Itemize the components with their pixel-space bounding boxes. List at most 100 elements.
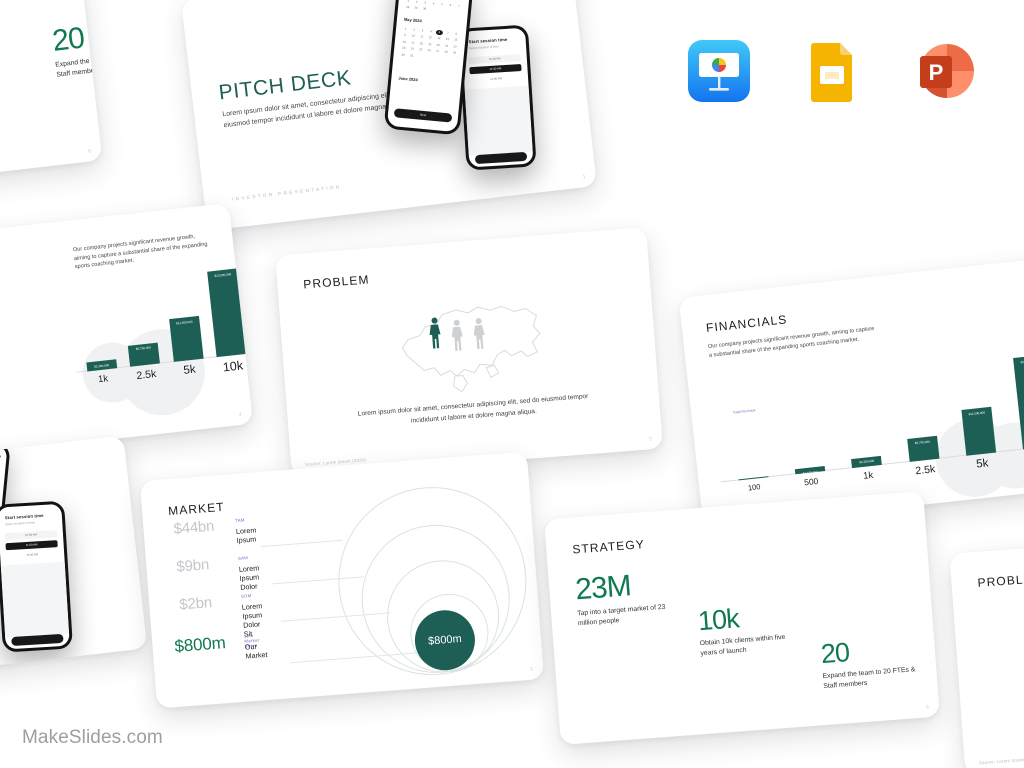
chart-x-label: 5k: [182, 363, 197, 377]
chart-x-label: 100: [747, 482, 761, 493]
phone-back-heading: Start session time: [468, 36, 508, 45]
chart-x-label: 500: [803, 475, 819, 488]
strategy-kpi-caption: Tap into a target market of 23 million p…: [576, 603, 666, 628]
chart-bar-value: $2,300,000: [859, 459, 875, 465]
phone-back-panel: [464, 85, 533, 156]
slide-problem[interactable]: PROBLEM Lorem ipsum dolor sit amet, cons…: [275, 227, 663, 477]
market-amount: $9bn: [175, 556, 210, 576]
chart-bar: $5,750,000: [906, 435, 940, 462]
slide-app-mockup[interactable]: Select start session date Select how lon…: [0, 435, 148, 675]
market-bubble-label: $800m: [427, 633, 463, 648]
strategy-kpi: 20 Expand the team to 20 FTEs & Staff mem…: [820, 633, 928, 692]
microsoft-powerpoint-icon[interactable]: P: [914, 40, 976, 102]
phone-back-heading: Start session time: [4, 512, 44, 521]
slide-page-number: 4: [238, 411, 243, 419]
calendar-month-1: May 2024: [403, 16, 422, 24]
phone-back-row-2-label: 11:00 AM: [25, 542, 38, 548]
phone-mockup-session-time: Start session time Select duration of ti…: [457, 24, 537, 171]
phone-back-cta[interactable]: [11, 633, 64, 647]
calendar-month-2: June 2024: [398, 75, 418, 83]
phone-back-subtext: Select duration of time: [468, 44, 500, 51]
chart-bar-value: $23,000,000: [214, 271, 232, 278]
phone-mockup-calendar: Select start session date Select how lon…: [383, 0, 474, 136]
strategy-kpi: 10k Obtain 10k clients within five years …: [697, 601, 805, 660]
problem-partial-title: PROBLEM: [977, 571, 1024, 590]
chart-bar-value: $2,300,000: [93, 362, 110, 369]
phone-mockup-session-time: Start session time Select duration of ti…: [0, 500, 73, 653]
chart-bar-value: $5,750,000: [914, 439, 930, 445]
chart-bar: $23,000,000: [207, 268, 247, 358]
calendar-next-button[interactable]: Next: [393, 108, 453, 123]
problem-title: PROBLEM: [302, 272, 371, 292]
map-outline-icon: [401, 305, 541, 393]
chart-bar: $23,000,000: [1013, 354, 1024, 450]
market-amount: $2bn: [178, 594, 213, 614]
phone-back-row-3[interactable]: 12:00 AM: [6, 550, 58, 560]
chart-bar: $2,300,000: [851, 455, 883, 469]
phone-back-cta[interactable]: [474, 151, 528, 165]
phone-back-row-2[interactable]: 11:00 AM: [5, 540, 58, 551]
kpi-team-value: 20: [50, 21, 86, 58]
apple-keynote-icon[interactable]: [688, 40, 750, 102]
slide-strategy-partial[interactable]: k s within nch 20 Expand the team to 20 …: [0, 0, 103, 187]
slide-page-number: 3: [648, 436, 653, 443]
svg-text:P: P: [929, 60, 944, 85]
market-tag: SOM: [240, 592, 252, 599]
people-figures: [428, 306, 511, 356]
slide-page-number: 6: [925, 704, 930, 711]
phone-back-row-1[interactable]: 10:00 AM: [4, 530, 58, 541]
slide-page-number: 1: [582, 173, 587, 181]
slide-financials-partial[interactable]: Our company projects significant revenue…: [0, 202, 254, 464]
slide-problem-partial[interactable]: PROBLEM Source: Lorem Ipsum (2024): [949, 526, 1024, 768]
market-label: Our Market: [244, 641, 268, 661]
chart-x-label: 1k: [862, 469, 874, 482]
chart-ylabel: Total Revenue: [732, 408, 756, 415]
strategy-kpi: 23M Tap into a target market of 23 millio…: [574, 568, 682, 630]
strategy-kpi-value: 10k: [696, 603, 740, 637]
market-title: MARKET: [167, 499, 226, 519]
financials-partial-chart: $2,300,000 $5,750,000 $11,500,000 $23,000,0…: [67, 267, 254, 398]
phone-back-row-1-label: 10:00 AM: [24, 532, 37, 538]
person-icon: [472, 317, 485, 350]
market-leader-line: [261, 539, 343, 547]
slide-page-number: 6: [87, 148, 92, 155]
app-icons-row: P: [688, 40, 976, 102]
strategy-title: STRATEGY: [571, 537, 646, 557]
market-amount: $800m: [173, 633, 227, 657]
chart-bar: $11,500,000: [168, 315, 204, 362]
chart-x-label: 1k: [97, 373, 109, 386]
financials-partial-description: Our company projects significant revenue…: [72, 233, 208, 271]
chart-x-label: 2.5k: [135, 367, 157, 383]
market-label: Lorem Ipsum: [235, 525, 257, 545]
phone-back-row-3[interactable]: 12:00 AM: [470, 74, 522, 84]
market-tag: TAM: [234, 517, 245, 524]
kpi-partial: k s within nch: [0, 0, 43, 42]
phone-back-subtext: Select duration of time: [5, 520, 36, 527]
chart-bar: $5,750,000: [128, 342, 161, 367]
slide-page-number: 5: [530, 666, 534, 673]
calendar-next-label: Next: [419, 112, 427, 118]
kpi-partial-caption: s within nch: [0, 22, 43, 42]
chart-bar-value: $23,000,000: [1020, 358, 1024, 364]
phone-front-heading: Select start session date: [0, 449, 1, 460]
slide-strategy[interactable]: STRATEGY 23M Tap into a target market of …: [544, 491, 940, 745]
market-tag: SAM: [237, 555, 249, 561]
google-slides-icon[interactable]: [801, 40, 863, 102]
phone-back-row-1[interactable]: 10:00 AM: [468, 54, 521, 65]
phone-back-row-2[interactable]: 11:00 AM: [469, 64, 522, 75]
strategy-kpi-caption: Expand the team to 20 FTEs & Staff membe…: [822, 666, 916, 691]
market-amount: $44bn: [172, 517, 215, 538]
problem-partial-source: Source: Lorem Ipsum (2024): [978, 756, 1024, 766]
chart-x-label: 5k: [975, 457, 990, 471]
chart-x-label: 10k: [1010, 449, 1024, 469]
chart-bar-value: $5,750,000: [135, 345, 152, 351]
slide-market[interactable]: MARKET $800m $44bn TAM Lorem Ipsum $9bn SAM L…: [139, 451, 545, 709]
slide-financials[interactable]: FINANCIALS Our company projects signific…: [678, 255, 1024, 529]
slide-pitch-deck[interactable]: PITCH DECK Lorem ipsum dolor sit amet, c…: [180, 0, 598, 231]
phone-back-row-1-label: 10:00 AM: [488, 56, 501, 62]
market-label: Lorem Ipsum Dolor: [238, 563, 260, 592]
financials-title: FINANCIALS: [705, 312, 789, 336]
